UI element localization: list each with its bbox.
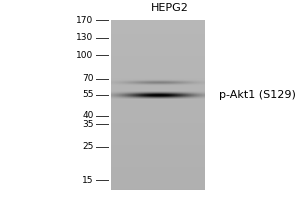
- Text: 15: 15: [82, 176, 94, 185]
- Text: 130: 130: [76, 33, 94, 42]
- Text: HEPG2: HEPG2: [151, 3, 189, 13]
- Text: 55: 55: [82, 90, 94, 99]
- Text: 70: 70: [82, 74, 94, 83]
- Text: 40: 40: [82, 111, 94, 120]
- Text: 25: 25: [82, 142, 94, 151]
- Text: 100: 100: [76, 51, 94, 60]
- Text: 170: 170: [76, 16, 94, 25]
- Text: p-Akt1 (S129): p-Akt1 (S129): [219, 90, 296, 100]
- Text: 35: 35: [82, 120, 94, 129]
